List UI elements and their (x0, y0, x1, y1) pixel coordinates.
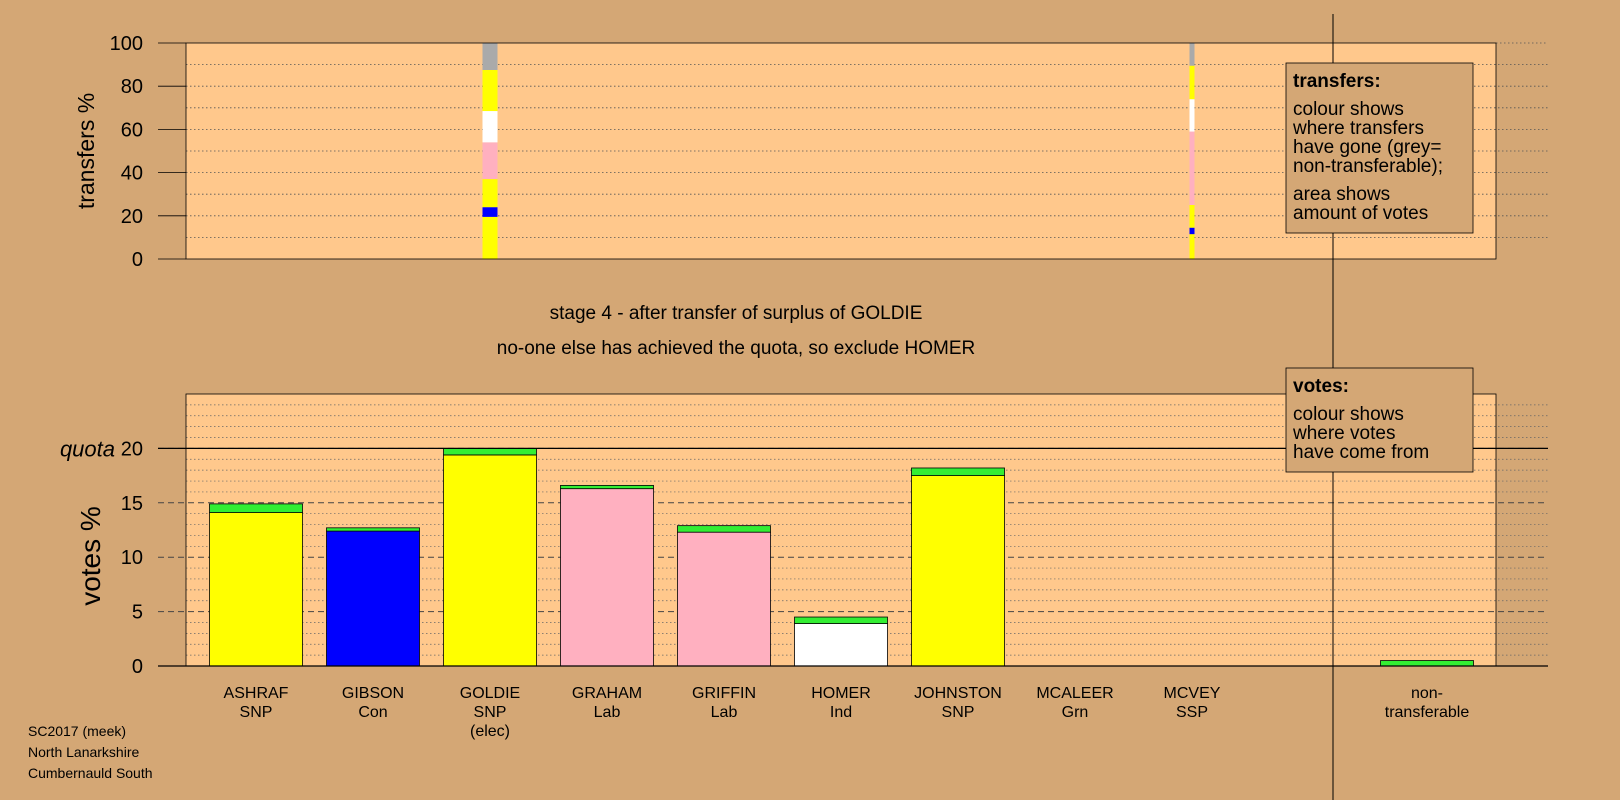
vote-bar-transfer (326, 527, 420, 532)
candidate-name-label: GRAHAM (572, 685, 642, 702)
quota-label: quota (60, 436, 115, 461)
transfer-segment (1189, 227, 1195, 235)
transfers-plot-frame (185, 42, 1497, 260)
transfer-segment (482, 43, 498, 70)
transfers-tick-label: 80 (121, 76, 143, 98)
votes-legend-line: have come from (1293, 442, 1429, 463)
transfer-segment (482, 142, 498, 144)
transfer-columns (482, 43, 1195, 259)
vote-bars (209, 447, 1474, 667)
votes-legend-box (1285, 367, 1474, 473)
transfers-legend-line: have gone (grey= (1293, 137, 1441, 158)
votes-tick-label: 10 (121, 547, 143, 569)
candidate-labels: ASHRAF SNP GIBSON Con GOLDIE SNP (elec) GRAHAM L… (224, 685, 1470, 740)
stage-caption-line2: no-one else has achieved the quota, so e… (497, 338, 975, 359)
candidate-name-label: GIBSON (342, 685, 404, 702)
transfers-legend: transfers: colour shows where transfers … (1285, 62, 1474, 234)
vote-bar-base (560, 488, 654, 667)
candidate-party-label: SNP (942, 704, 975, 721)
candidate-name-label: MCVEY (1164, 685, 1221, 702)
candidate-party-label: Con (358, 704, 387, 721)
transfer-segment (1189, 131, 1195, 205)
vote-bar-transfer (560, 484, 654, 490)
transfers-tick-label: 60 (121, 119, 143, 141)
votes-tick-label: 0 (132, 656, 143, 678)
vote-bar-base (443, 454, 537, 667)
vote-bar-base (911, 475, 1005, 667)
transfer-segment (482, 111, 498, 143)
transfer-segment (482, 143, 498, 180)
transfers-legend-line: non-transferable); (1293, 156, 1443, 177)
votes-tick-label: 5 (132, 602, 143, 624)
transfers-tick-label: 20 (121, 206, 143, 228)
vote-bar-transfer (794, 616, 888, 624)
footer-ward: Cumbernauld South (28, 765, 153, 781)
candidate-name-label: GRIFFIN (692, 685, 756, 702)
transfers-grid (186, 42, 1548, 238)
vote-bar-base (794, 623, 888, 667)
candidate-name-label: GOLDIE (460, 685, 520, 702)
candidate-name-label: ASHRAF (224, 685, 289, 702)
transfers-plot-area (186, 43, 1496, 259)
transfers-legend-title: transfers: (1293, 71, 1381, 92)
candidate-party-label: Lab (711, 704, 738, 721)
transfer-segment (1189, 65, 1195, 100)
vote-bar-transfer (677, 525, 771, 533)
votes-tick-label: 15 (121, 493, 143, 515)
candidate-name-label: MCALEER (1036, 685, 1113, 702)
candidate-name-label: JOHNSTON (914, 685, 1002, 702)
transfer-segment (482, 207, 498, 217)
candidate-party-label: SNP (474, 704, 507, 721)
candidate-party-label: Grn (1062, 704, 1089, 721)
transfers-legend-line: where transfers (1292, 118, 1424, 139)
vote-bar-transfer (209, 503, 303, 513)
transfer-segment (482, 70, 498, 112)
transfers-tick-label: 40 (121, 163, 143, 185)
transfer-segment (1189, 99, 1195, 132)
transfer-segment (482, 216, 498, 259)
transfers-tick-label: 0 (132, 249, 143, 271)
votes-y-axis-label: votes % (75, 506, 106, 606)
vote-bar-base (677, 531, 771, 667)
candidate-party-label: SSP (1176, 704, 1208, 721)
transfer-segment (1189, 234, 1195, 259)
stage-caption-line1: stage 4 - after transfer of surplus of G… (550, 303, 923, 324)
votes-legend: votes: colour shows where votes have com… (1285, 367, 1474, 473)
transfers-y-axis-label: transfers % (73, 93, 99, 209)
vote-bar-base (209, 512, 303, 667)
candidate-party-label: Ind (830, 704, 852, 721)
transfers-y-ticks: 0 20 40 60 80 100 (110, 33, 186, 271)
candidate-name-label: HOMER (811, 685, 871, 702)
votes-tick-label: 20 (121, 438, 143, 460)
vote-bar-base (326, 530, 420, 667)
footer-election: SC2017 (meek) (28, 723, 126, 739)
non-transferable-bar (1380, 660, 1474, 667)
transfer-segment (1189, 43, 1195, 66)
non-transferable-label: non- (1411, 685, 1443, 702)
transfers-tick-label: 100 (110, 33, 143, 55)
candidate-status-label: (elec) (470, 723, 510, 740)
votes-legend-line: colour shows (1293, 404, 1404, 425)
transfers-legend-box (1285, 62, 1474, 234)
votes-legend-line: where votes (1292, 423, 1395, 444)
transfers-legend-line: colour shows (1293, 99, 1404, 120)
transfers-legend-line: area shows (1293, 184, 1390, 205)
vote-bar-transfer (911, 467, 1005, 477)
votes-legend-title: votes: (1293, 376, 1349, 397)
vote-bar-transfer (443, 447, 537, 456)
footer-council: North Lanarkshire (28, 744, 139, 760)
transfers-legend-line: amount of votes (1293, 203, 1428, 224)
transfer-segment (1189, 205, 1195, 228)
transfer-segment (482, 179, 498, 208)
non-transferable-label: transferable (1385, 704, 1470, 721)
candidate-party-label: SNP (240, 704, 273, 721)
votes-y-ticks: 0 5 10 15 20 (121, 438, 143, 678)
candidate-party-label: Lab (594, 704, 621, 721)
